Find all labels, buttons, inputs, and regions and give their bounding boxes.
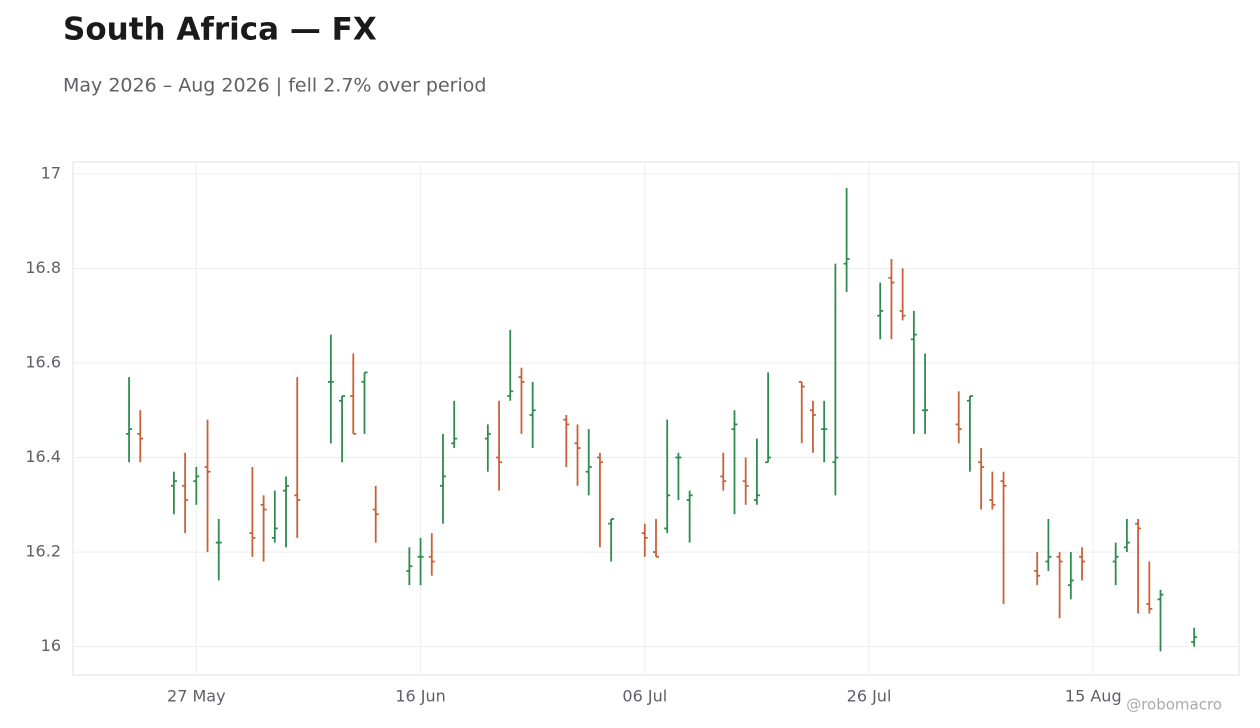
y-tick-label: 16.2 (25, 542, 61, 561)
y-tick-label: 16 (41, 636, 61, 655)
y-tick-label: 16.4 (25, 447, 61, 466)
watermark: @robomacro (1126, 696, 1222, 714)
y-tick-label: 16.6 (25, 352, 61, 371)
x-tick-label: 26 Jul (847, 687, 892, 706)
x-tick-label: 16 Jun (395, 687, 445, 706)
chart-title: South Africa — FX (63, 12, 377, 48)
x-tick-label: 27 May (167, 687, 226, 706)
plot-frame (72, 161, 1240, 676)
y-tick-label: 16.8 (25, 258, 61, 277)
y-tick-label: 17 (41, 163, 61, 182)
x-tick-label: 06 Jul (622, 687, 667, 706)
x-tick-label: 15 Aug (1065, 687, 1122, 706)
chart-subtitle: May 2026 – Aug 2026 | fell 2.7% over per… (63, 75, 486, 97)
